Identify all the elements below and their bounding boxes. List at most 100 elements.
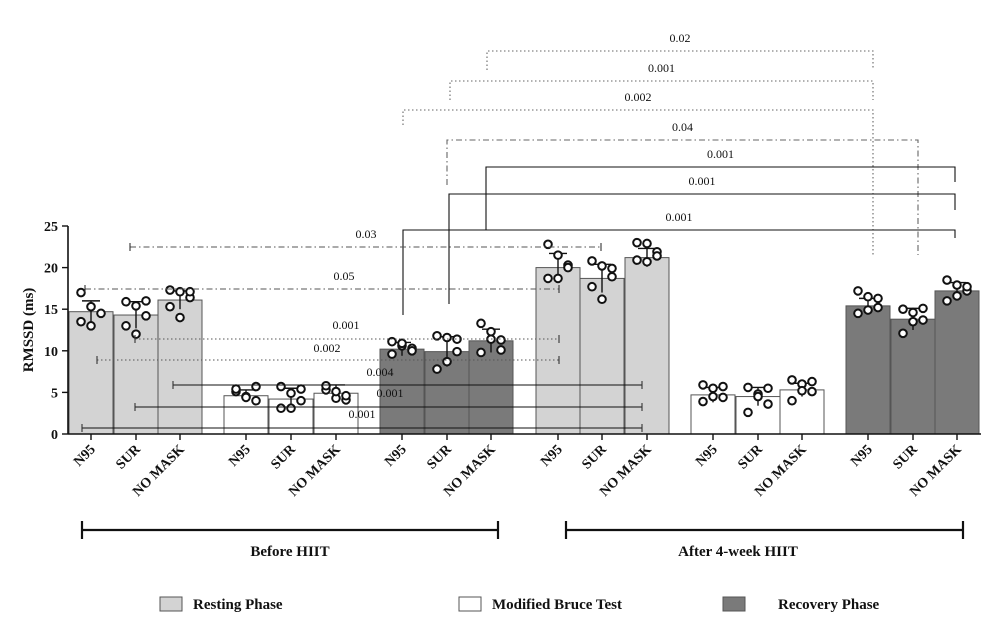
data-point (918, 315, 928, 325)
data-point (642, 256, 652, 267)
p-value-label: 0.004 (367, 365, 394, 379)
data-point (763, 399, 773, 409)
data-point (563, 262, 573, 273)
data-point (898, 304, 908, 315)
legend-label-recovery: Recovery Phase (778, 597, 880, 613)
data-point (175, 286, 185, 297)
data-point (597, 294, 607, 305)
data-point (86, 321, 96, 331)
data-point (286, 403, 296, 414)
legend-swatch-resting (159, 596, 183, 612)
legend-swatch-recovery (722, 596, 746, 612)
data-point (121, 296, 131, 307)
data-point (496, 345, 506, 355)
data-point (251, 381, 261, 392)
x-tick-label: SUR (424, 442, 455, 473)
bar (934, 290, 980, 435)
data-point (296, 395, 306, 406)
data-point (141, 296, 151, 306)
data-point (607, 263, 617, 274)
data-point (863, 305, 873, 315)
y-tick-label: 10 (44, 345, 58, 360)
data-point (496, 335, 506, 345)
data-point (141, 311, 151, 321)
x-tick-label: N95 (382, 442, 410, 470)
data-point (743, 382, 753, 393)
significance-line (448, 193, 956, 304)
x-tick-label: SUR (268, 442, 299, 473)
y-tick-label: 25 (44, 220, 58, 235)
p-value-label: 0.001 (666, 210, 693, 224)
data-point (442, 332, 452, 343)
data-point (131, 329, 141, 339)
legend-label-resting: Resting Phase (193, 597, 283, 613)
data-point (286, 388, 296, 399)
p-value-label: 0.001 (689, 174, 716, 188)
data-point (486, 326, 496, 337)
data-point (341, 390, 351, 401)
y-tick-label: 5 (51, 386, 58, 401)
data-point (952, 291, 962, 301)
data-point (797, 385, 807, 396)
data-point (743, 407, 753, 418)
data-point (942, 275, 952, 285)
data-point (76, 287, 86, 298)
data-point (587, 281, 597, 292)
data-point (632, 255, 642, 265)
data-point (807, 386, 817, 397)
data-point (753, 391, 763, 402)
data-point (251, 395, 261, 406)
y-tick-label: 15 (44, 303, 58, 318)
x-tick-label: N95 (538, 442, 566, 470)
data-point (407, 346, 417, 356)
data-point (873, 293, 883, 304)
data-point (607, 271, 617, 282)
data-point (763, 383, 773, 394)
x-tick-label: SUR (113, 442, 144, 473)
p-value-label: 0.04 (672, 120, 693, 134)
data-point (787, 375, 797, 385)
data-point (952, 280, 962, 290)
data-point (452, 334, 462, 344)
legend: Resting Phase Modified Bruce Test Recove… (159, 596, 880, 613)
data-point (96, 308, 106, 319)
bar (845, 305, 891, 435)
y-axis-label: RMSSD (ms) (21, 288, 37, 373)
data-point (918, 303, 928, 314)
data-point (276, 403, 286, 414)
bar (890, 318, 936, 435)
data-point (432, 331, 442, 341)
data-point (553, 250, 563, 260)
significance-line (449, 80, 874, 100)
data-point (942, 296, 952, 306)
data-point (853, 308, 863, 319)
data-point (698, 380, 708, 390)
data-point (442, 356, 452, 367)
data-point (632, 237, 642, 248)
data-point (898, 328, 908, 339)
data-point (387, 336, 397, 347)
p-value-label: 0.001 (707, 147, 734, 161)
bar (535, 267, 581, 435)
data-point (165, 285, 175, 295)
data-point (121, 321, 131, 331)
p-value-label: 0.05 (334, 269, 355, 283)
data-point (553, 273, 563, 284)
data-point (241, 392, 251, 403)
data-point (452, 346, 462, 357)
data-point (718, 392, 728, 403)
data-point (708, 391, 718, 402)
data-point (718, 381, 728, 392)
data-point (387, 349, 397, 359)
data-point (175, 312, 185, 323)
p-value-label: 0.001 (333, 318, 360, 332)
x-tick-label: SUR (890, 442, 921, 473)
p-value-label: 0.03 (356, 227, 377, 241)
data-point (853, 286, 863, 296)
y-tick-label: 20 (44, 262, 58, 277)
data-point (86, 301, 96, 312)
p-value-label: 0.001 (648, 61, 675, 75)
group-bracket-after (564, 521, 965, 539)
group-label-after: After 4-week HIIT (678, 544, 798, 560)
